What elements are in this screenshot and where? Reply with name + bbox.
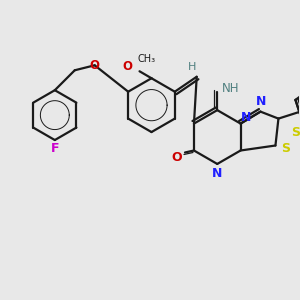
Text: H: H	[188, 62, 196, 72]
Text: F: F	[51, 142, 59, 154]
Text: S: S	[291, 126, 300, 139]
Text: O: O	[123, 60, 133, 73]
Text: O: O	[90, 59, 100, 72]
Text: N: N	[242, 111, 252, 124]
Text: N: N	[212, 167, 222, 180]
Text: O: O	[172, 151, 182, 164]
Text: CH₃: CH₃	[137, 54, 156, 64]
Text: NH: NH	[222, 82, 240, 95]
Text: S: S	[281, 142, 290, 155]
Text: N: N	[256, 95, 267, 108]
